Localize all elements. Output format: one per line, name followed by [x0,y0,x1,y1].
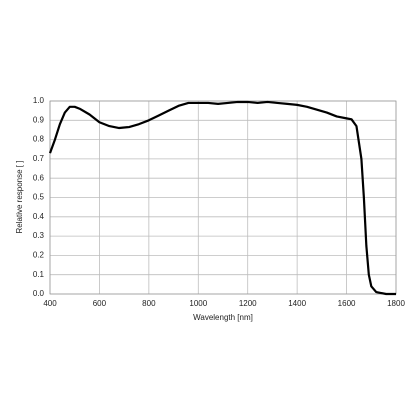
plot-border [49,100,397,295]
y-axis-label: Relative response [ ] [15,161,24,234]
y-tick-label: 1.0 [33,96,45,105]
x-tick-label: 1000 [189,299,207,308]
x-tick-label: 1600 [338,299,356,308]
y-tick-label: 0.3 [33,231,45,240]
line-series [48,100,396,296]
x-axis-label: Wavelength [nm] [193,313,253,322]
y-tick-label: 0.9 [33,115,45,124]
y-tick-label: 0.0 [33,289,45,298]
x-tick-label: 800 [142,299,156,308]
x-tick-label: 1800 [387,299,405,308]
y-tick-label: 0.1 [33,270,45,279]
y-tick-label: 0.8 [33,135,45,144]
x-tick-label: 400 [43,299,57,308]
y-tick-label: 0.6 [33,173,45,182]
x-tick-label: 1200 [239,299,257,308]
x-tick-label: 600 [93,299,107,308]
y-tick-label: 0.4 [33,212,45,221]
x-tick-label: 1400 [288,299,306,308]
y-tick-label: 0.2 [33,251,45,260]
y-tick-label: 0.7 [33,154,45,163]
y-tick-label: 0.5 [33,193,45,202]
